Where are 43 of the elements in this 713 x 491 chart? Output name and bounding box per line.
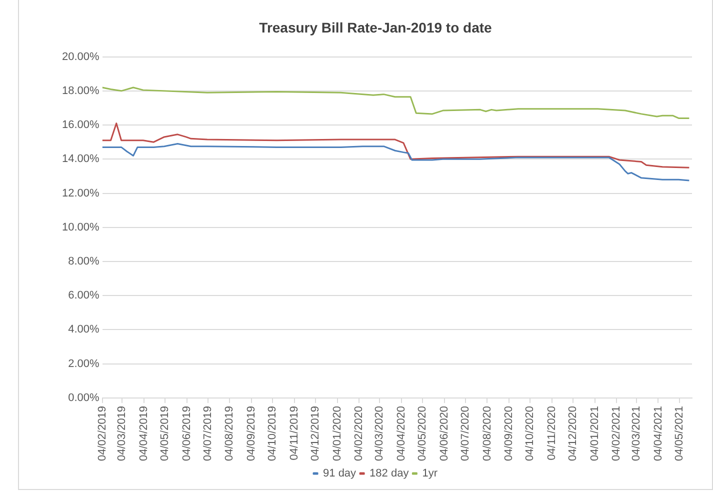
legend-label: 1yr [422,468,438,480]
y-tick-label: 14.00% [62,153,100,166]
x-tick-label: 04/06/2020 [438,406,450,462]
x-tick-label: 04/03/2020 [374,406,386,462]
x-tick-label: 04/09/2019 [246,406,258,462]
legend-label: 182 day [370,468,410,480]
x-tick-label: 04/07/2019 [202,406,214,462]
y-tick-label: 18.00% [62,84,100,97]
x-tick-label: 04/09/2020 [503,406,516,462]
x-tick-label: 04/02/2019 [96,406,108,462]
x-tick-label: 04/12/2019 [310,406,322,462]
x-tick-label: 04/12/2020 [567,406,580,462]
x-tick-label: 04/05/2021 [673,406,686,462]
x-tick-label: 04/03/2021 [630,406,642,462]
x-tick-label: 04/04/2020 [395,406,408,462]
x-tick-label: 04/05/2019 [158,406,171,462]
x-tick-label: 04/04/2019 [138,406,150,462]
x-tick-label: 04/07/2020 [459,406,472,462]
x-tick-label: 04/10/2019 [266,406,279,462]
x-tick-label: 04/08/2019 [224,406,236,462]
y-tick-label: 10.00% [62,221,100,234]
x-tick-label: 04/02/2020 [353,406,366,462]
y-tick-label: 4.00% [68,324,100,336]
x-tick-label: 04/05/2020 [416,406,429,462]
x-tick-label: 04/10/2020 [524,406,536,462]
x-tick-label: 04/06/2019 [180,406,193,462]
y-tick-label: 8.00% [68,256,100,268]
x-tick-label: 04/03/2019 [116,406,128,462]
x-tick-label: 04/01/2020 [331,406,344,462]
x-tick-label: 04/08/2020 [481,406,494,462]
x-tick-label: 04/01/2021 [588,406,601,462]
x-tick-label: 04/04/2021 [652,406,664,462]
x-tick-label: 04/02/2021 [610,406,623,462]
y-tick-label: 20.00% [62,50,100,63]
y-tick-label: 6.00% [68,290,100,302]
y-tick-label: 12.00% [62,187,100,200]
chart-title: Treasury Bill Rate-Jan-2019 to date [259,19,492,36]
y-tick-label: 16.00% [62,119,100,132]
x-tick-label: 04/11/2019 [288,406,300,460]
x-tick-label: 04/11/2020 [546,406,558,460]
y-tick-label: 0.00% [68,392,100,404]
legend-label: 91 day [323,468,357,480]
y-tick-label: 2.00% [68,358,100,370]
